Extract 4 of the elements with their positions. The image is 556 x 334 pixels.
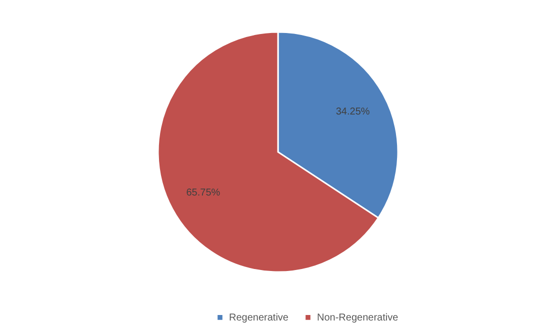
data-label: 34.25% [336, 106, 370, 118]
legend-label: Non-Regenerative [317, 312, 399, 324]
legend-label: Regenerative [229, 312, 289, 324]
data-label: 65.75% [186, 187, 220, 198]
